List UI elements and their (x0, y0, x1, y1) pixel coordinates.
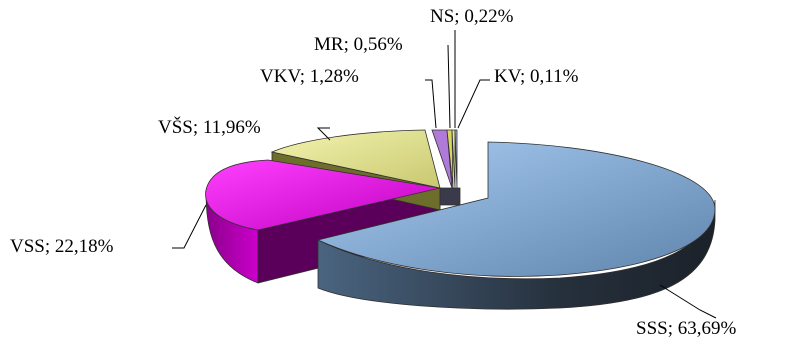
slice-vzs (270, 129, 441, 189)
label-vss: VSS; 22,18% (10, 236, 114, 257)
leader-kv (457, 79, 490, 129)
slice-kv (454, 129, 458, 189)
label-vzs: VŠS; 11,96% (158, 116, 261, 138)
slice-side-small (439, 187, 461, 206)
data-labels: SSS; 63,69% KV; 0,11% NS; 0,22% MR; 0,56… (10, 6, 736, 337)
slice-side-sss (317, 199, 716, 310)
label-mr: MR; 0,56% (314, 34, 403, 55)
label-ns: NS; 0,22% (430, 6, 514, 27)
leader-lines (172, 30, 717, 319)
leader-vss (172, 204, 207, 249)
label-sss: SSS; 63,69% (636, 318, 736, 337)
label-kv: KV; 0,11% (494, 66, 579, 87)
slice-vkv (431, 129, 453, 189)
label-vkv: VKV; 1,28% (260, 66, 359, 87)
leader-mr (447, 44, 451, 129)
slice-ns (451, 129, 456, 189)
slice-mr (446, 129, 454, 189)
leader-sss (659, 284, 717, 319)
leader-vzs (316, 127, 331, 141)
slice-sss (316, 141, 716, 277)
slice-vss (205, 159, 441, 231)
leader-vkv (425, 79, 437, 129)
pie-top (205, 129, 716, 277)
